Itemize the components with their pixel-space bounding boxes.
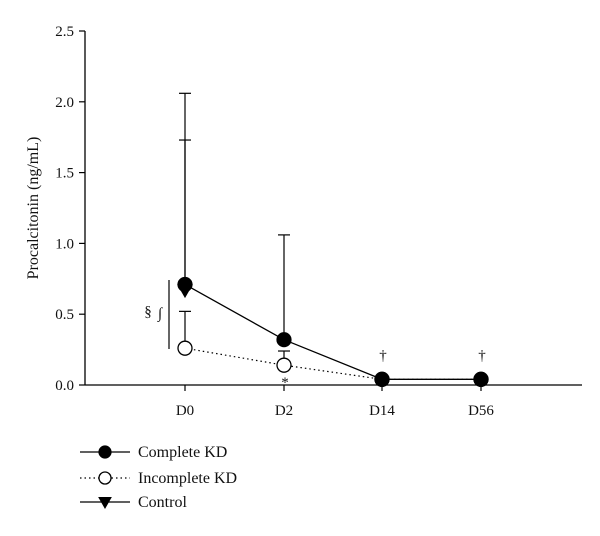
data-point-complete-kd (276, 332, 292, 348)
legend-item: Control (80, 494, 187, 511)
legend-label: Complete KD (138, 444, 227, 461)
legend-item: Complete KD (80, 444, 227, 461)
annotation-symbol: ∫ (157, 306, 164, 322)
annotation-symbol: * (281, 375, 289, 391)
series-line (184, 347, 481, 380)
y-tick-label: 0.0 (55, 378, 74, 394)
y-tick-labels: 0.0 0.5 1.0 1.5 2.0 2.5 (55, 24, 74, 394)
annotation-symbol: † (379, 348, 387, 364)
chart-axes (79, 30, 582, 391)
legend-item: Incomplete KD (80, 470, 237, 487)
legend-marker (98, 471, 112, 485)
legend-label: Incomplete KD (138, 470, 237, 487)
y-tick-label: 2.5 (55, 24, 74, 40)
error-bars (179, 92, 290, 366)
annotation-symbol: † (478, 348, 486, 364)
legend-marker (98, 445, 112, 459)
data-point-complete-kd (473, 371, 489, 387)
data-point-incomplete-kd (276, 357, 292, 373)
series-line (184, 283, 481, 380)
significance-annotations: § ∫ * † † (144, 280, 486, 391)
x-tick-labels: D0 D2 D14 D56 (176, 403, 495, 419)
data-point-complete-kd (177, 276, 193, 293)
x-tick-label: D2 (275, 403, 293, 419)
annotation-symbol: § (144, 304, 152, 320)
y-tick-label: 2.0 (55, 95, 74, 111)
y-tick-label: 0.5 (55, 307, 74, 323)
legend-marker (98, 497, 112, 510)
y-axis-label: Procalcitonin (ng/mL) (25, 137, 42, 280)
x-tick-label: D14 (369, 403, 395, 419)
data-point-complete-kd (374, 371, 390, 387)
x-tick-label: D56 (468, 403, 494, 419)
series-lines (184, 283, 481, 380)
x-tick-label: D0 (176, 403, 194, 419)
series-markers (177, 276, 489, 387)
y-tick-label: 1.0 (55, 236, 74, 252)
legend: Complete KD Incomplete KD Control (80, 444, 237, 511)
data-point-incomplete-kd (177, 340, 193, 356)
legend-label: Control (138, 494, 187, 511)
y-tick-label: 1.5 (55, 166, 74, 182)
